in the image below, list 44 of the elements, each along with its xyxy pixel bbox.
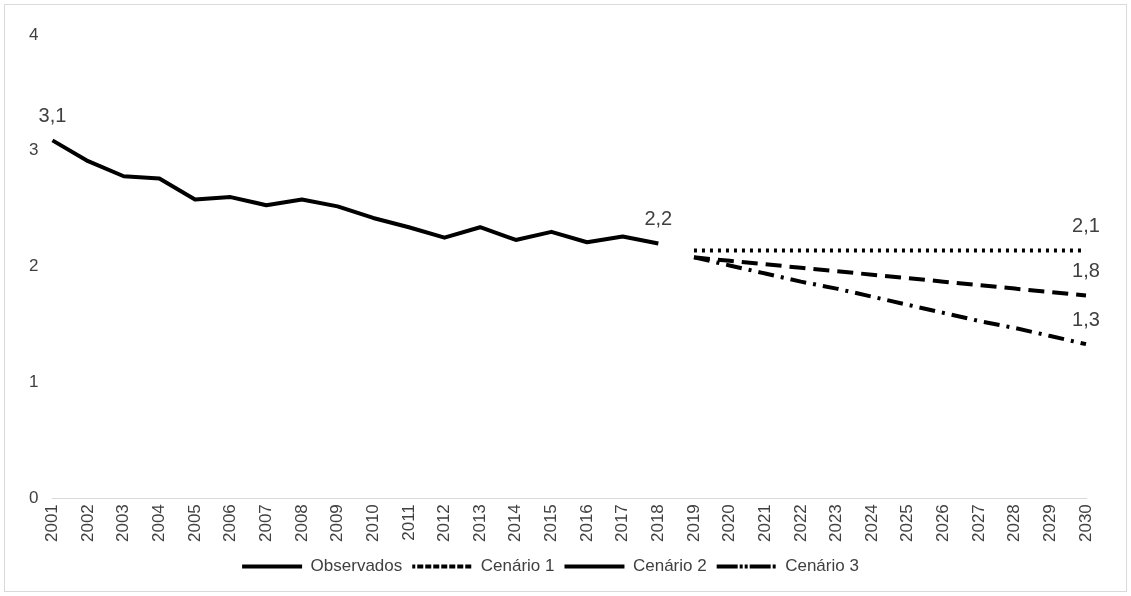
x-tick-label: 2004 (149, 504, 169, 543)
x-tick-label: 2011 (398, 504, 418, 541)
x-tick-label: 2023 (826, 504, 846, 543)
x-tick-label: 2010 (362, 504, 382, 543)
y-tick-label: 4 (28, 24, 39, 44)
legend-label: Cenário 1 (480, 556, 555, 576)
data-label: 2,2 (644, 206, 673, 229)
x-tick-label: 2030 (1075, 504, 1095, 543)
x-tick-label: 2014 (505, 504, 525, 543)
x-tick-label: 2013 (469, 504, 489, 543)
x-tick-label: 2026 (933, 504, 953, 543)
data-label: 2,1 (1072, 213, 1100, 236)
x-tick-label: 2025 (897, 504, 917, 543)
x-tick-label: 2024 (861, 504, 881, 543)
x-tick-label: 2028 (1004, 504, 1024, 543)
legend-label: Cenário 2 (632, 556, 707, 576)
x-tick-label: 2020 (719, 504, 739, 543)
x-tick-label: 2008 (291, 504, 311, 543)
data-label: 1,8 (1072, 259, 1100, 282)
x-tick-label: 2017 (612, 504, 632, 543)
x-tick-label: 2015 (541, 504, 561, 543)
x-tick-label: 2007 (255, 504, 275, 543)
x-tick-label: 2009 (327, 504, 347, 543)
y-tick-label: 3 (28, 140, 39, 160)
x-tick-label: 2006 (220, 504, 240, 543)
legend-label: Cenário 3 (785, 556, 859, 576)
x-tick-label: 2027 (968, 504, 988, 543)
legend-label: Observados (310, 556, 403, 576)
x-tick-label: 2016 (576, 504, 596, 543)
x-tick-label: 2022 (790, 504, 810, 543)
x-tick-label: 2018 (648, 504, 668, 543)
y-tick-label: 1 (28, 372, 39, 392)
x-tick-label: 2012 (434, 504, 454, 543)
x-tick-label: 2002 (77, 504, 97, 543)
y-tick-label: 0 (28, 487, 39, 507)
data-label: 1,3 (1072, 307, 1100, 330)
x-tick-label: 2003 (113, 504, 133, 543)
x-tick-label: 2005 (184, 504, 204, 543)
x-tick-label: 2019 (683, 504, 703, 543)
x-tick-label: 2029 (1040, 504, 1060, 543)
data-label: 3,1 (38, 103, 67, 126)
y-tick-label: 2 (28, 256, 39, 276)
x-tick-label: 2021 (754, 504, 774, 543)
x-tick-label: 2001 (42, 504, 62, 543)
